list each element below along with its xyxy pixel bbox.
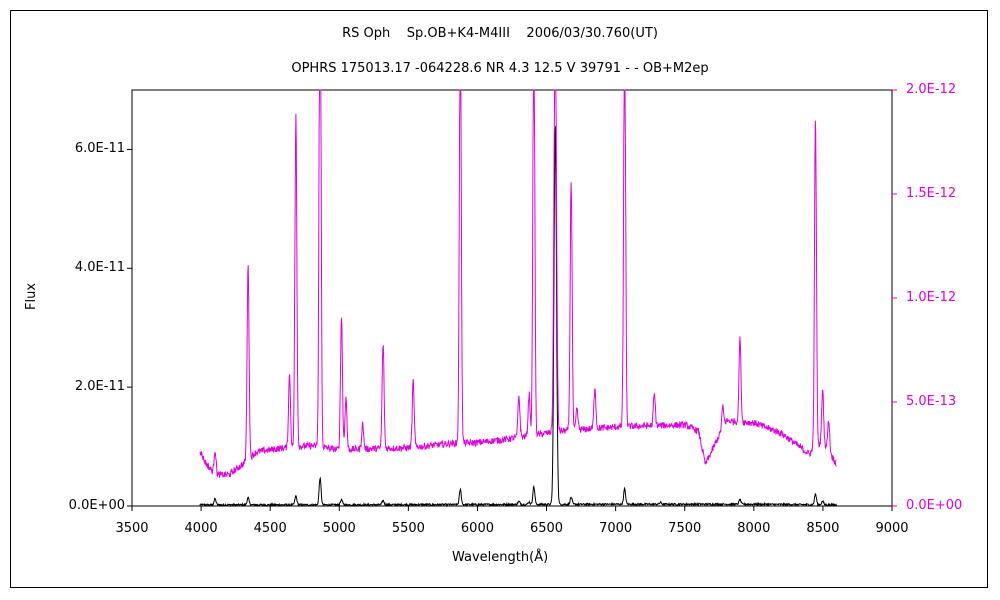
black-spectrum-line — [199, 126, 837, 508]
y-right-tick-label: 1.5E-12 — [906, 186, 957, 201]
x-tick-label: 3500 — [115, 521, 149, 536]
y-left-tick-label: 6.0E-11 — [74, 141, 125, 157]
y-left-tick-label: 0.0E+00 — [68, 498, 125, 513]
x-tick-label: 7500 — [668, 521, 702, 536]
chart-title: RS Oph Sp.OB+K4-M4III 2006/03/30.760(UT) — [342, 26, 658, 41]
y-right-tick-label: 0.0E+00 — [906, 498, 963, 513]
x-axis-label: Wavelength(Å) — [452, 550, 549, 565]
y-axis-label: Flux — [24, 282, 39, 310]
x-tick-label: 4000 — [184, 521, 218, 536]
chart-subtitle: OPHRS 175013.17 -064228.6 NR 4.3 12.5 V … — [291, 61, 709, 76]
magenta-spectrum-line — [199, 89, 837, 479]
x-tick-label: 5000 — [322, 521, 356, 536]
y-left-tick-label: 4.0E-11 — [74, 260, 125, 276]
x-tick-label: 6500 — [529, 521, 564, 536]
chart-frame — [10, 10, 988, 588]
y-left-tick-label: 2.0E-11 — [74, 379, 125, 395]
x-tick-label: 8000 — [737, 521, 771, 536]
x-tick-label: 8500 — [806, 521, 840, 536]
y-right-tick-label: 5.0E-13 — [906, 394, 957, 409]
x-tick-label: 6000 — [460, 521, 494, 536]
x-tick-label: 5500 — [391, 521, 425, 536]
y-right-tick-label: 2.0E-12 — [906, 82, 957, 97]
y-right-tick-label: 1.0E-12 — [906, 290, 957, 305]
x-tick-label: 7000 — [599, 521, 633, 536]
x-tick-label: 4500 — [253, 521, 287, 536]
x-tick-label: 9000 — [875, 521, 909, 536]
